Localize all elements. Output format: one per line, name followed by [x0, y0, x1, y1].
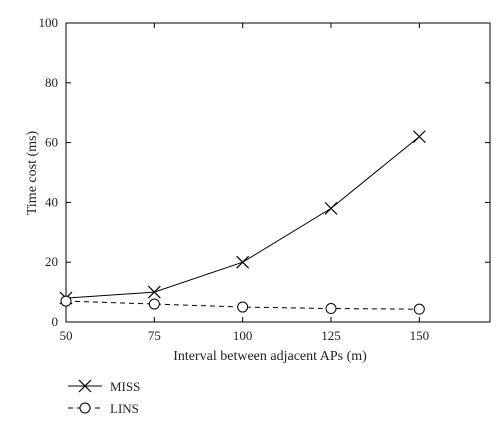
x-tick-label: 75 — [148, 328, 161, 343]
y-tick-label: 40 — [45, 194, 58, 209]
data-point-miss — [147, 285, 161, 299]
series-line-lins — [65, 300, 420, 310]
y-tick-label: 80 — [45, 75, 58, 90]
y-tick-label: 100 — [39, 15, 59, 30]
data-point-miss — [412, 130, 426, 144]
series-line-miss — [65, 136, 420, 299]
series-layer — [59, 130, 426, 315]
legend-marker-miss — [78, 379, 92, 393]
x-axis: 50 75 100 125 150 — [60, 23, 430, 343]
y-tick-label: 60 — [45, 135, 58, 150]
data-point-lins — [237, 301, 249, 313]
x-tick-label: 100 — [233, 328, 253, 343]
plot-frame — [65, 22, 491, 323]
y-axis-label: Time cost (ms) — [25, 131, 40, 216]
x-axis-label: Interval between adjacent APs (m) — [173, 349, 367, 364]
legend-item-miss: MISS — [68, 379, 140, 394]
x-tick-label: 125 — [321, 328, 341, 343]
y-tick-label: 20 — [45, 254, 58, 269]
y-tick-label: 0 — [52, 314, 59, 329]
data-point-lins — [148, 298, 160, 310]
data-point-lins — [413, 303, 425, 315]
legend-label: MISS — [110, 379, 140, 394]
data-point-miss — [236, 255, 250, 269]
y-axis: 0 20 40 60 80 100 — [39, 15, 490, 329]
data-point-lins — [60, 295, 72, 307]
legend: MISS LINS — [68, 379, 140, 416]
data-point-miss — [324, 201, 338, 215]
data-point-lins — [325, 303, 337, 315]
legend-label: LINS — [110, 401, 139, 416]
legend-item-lins: LINS — [68, 401, 139, 416]
plot-area — [65, 22, 491, 323]
x-tick-label: 150 — [410, 328, 430, 343]
legend-marker-lins — [79, 402, 91, 414]
x-tick-label: 50 — [60, 328, 73, 343]
